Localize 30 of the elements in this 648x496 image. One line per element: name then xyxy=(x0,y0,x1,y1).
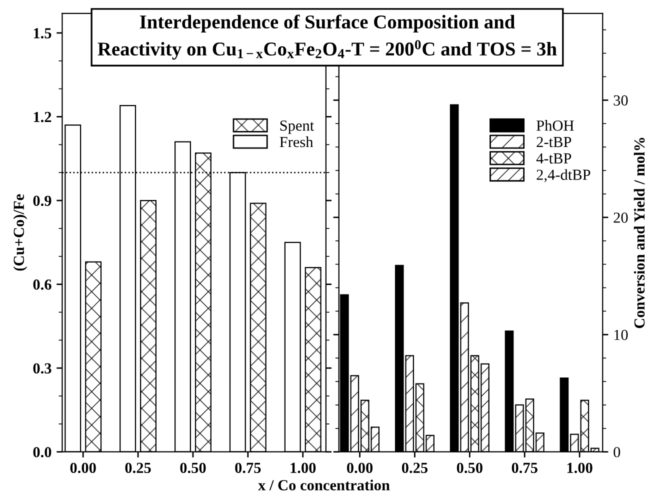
x-tick-label: 1.00 xyxy=(290,462,316,474)
chart-title: Interdependence of Surface Composition and Reactivity on Cu$_{1−x}$Co$_{x}$Fe$_{2}$O$_{4}$-T = 200$^{0}$C and TOS = 3h xyxy=(98,14,557,60)
legend-label: 2,4-dtBP xyxy=(536,169,590,182)
y-axis-title: Conversion and Yield / mol% xyxy=(634,138,645,328)
legend-label: 2-tBP xyxy=(536,136,572,148)
x-tick-label: 0.50 xyxy=(456,462,482,474)
y-tick-label: 0.6 xyxy=(33,279,52,290)
y-tick-label: 10 xyxy=(614,330,628,340)
legend-label: Spent xyxy=(280,120,314,134)
x-tick-label: 0.00 xyxy=(347,462,373,474)
y-tick-label: 20 xyxy=(614,212,628,223)
x-tick-label: 0.25 xyxy=(402,462,428,474)
x-tick-label: 0.00 xyxy=(70,462,96,474)
legend-label: 4-tBP xyxy=(536,153,572,164)
x-tick-label: 1.00 xyxy=(567,462,592,474)
x-tick-label: 0.75 xyxy=(512,462,538,474)
x-tick-label: 0.50 xyxy=(180,462,206,474)
legend-label: Fresh xyxy=(280,136,314,148)
y-tick-label: 1.2 xyxy=(34,112,52,122)
x-tick-label: 0.75 xyxy=(235,462,261,474)
y-tick-label: 0 xyxy=(614,446,620,458)
x-axis-title: x / Co concentration xyxy=(258,480,390,490)
y-tick-label: 1.5 xyxy=(34,28,52,38)
y-axis-title: (Cu+Co)/Fe xyxy=(13,194,28,271)
y-tick-label: 0.3 xyxy=(33,363,52,374)
legend-label: PhOH xyxy=(536,120,574,131)
y-tick-label: 0.0 xyxy=(33,446,52,458)
y-tick-label: 30 xyxy=(614,95,628,106)
y-tick-label: 0.9 xyxy=(33,196,52,206)
x-tick-label: 0.25 xyxy=(125,462,151,474)
